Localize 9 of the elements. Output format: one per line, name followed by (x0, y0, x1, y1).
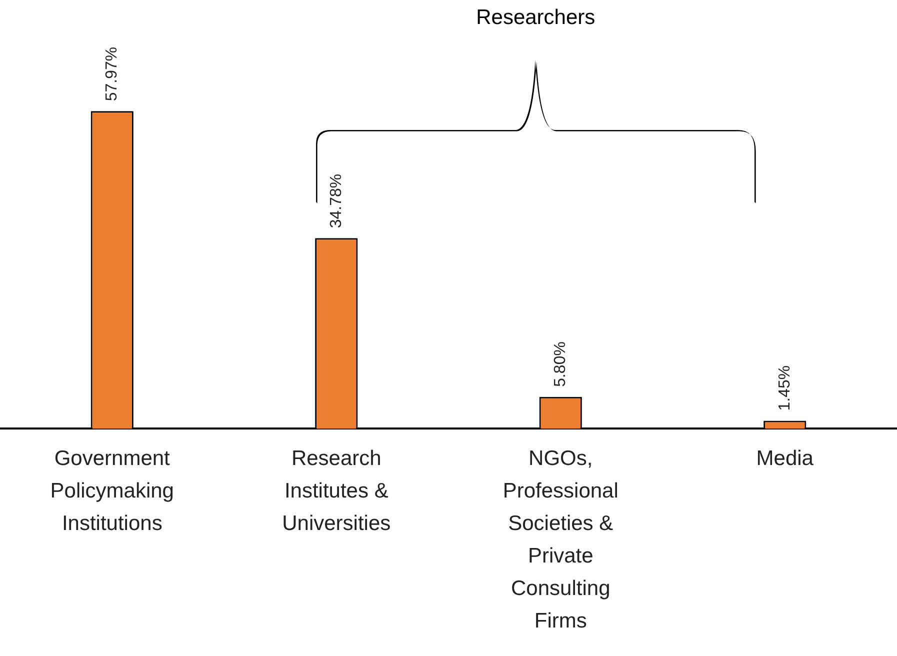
data-label: 57.97% (104, 46, 121, 102)
text: Researchers (476, 6, 596, 30)
data-label: 34.78% (328, 174, 345, 228)
x-tick-label: Media (756, 446, 814, 470)
data-label: 1.45% (776, 365, 794, 411)
x-tick-label: NGOs, Professional Societies & Private Consulting Firms (502, 446, 618, 633)
data-label: 5.80% (552, 342, 570, 387)
x-tick-label: Government Policymaking Institutions (50, 446, 174, 535)
x-tick-label: Research Institutes & Universities (282, 446, 391, 535)
